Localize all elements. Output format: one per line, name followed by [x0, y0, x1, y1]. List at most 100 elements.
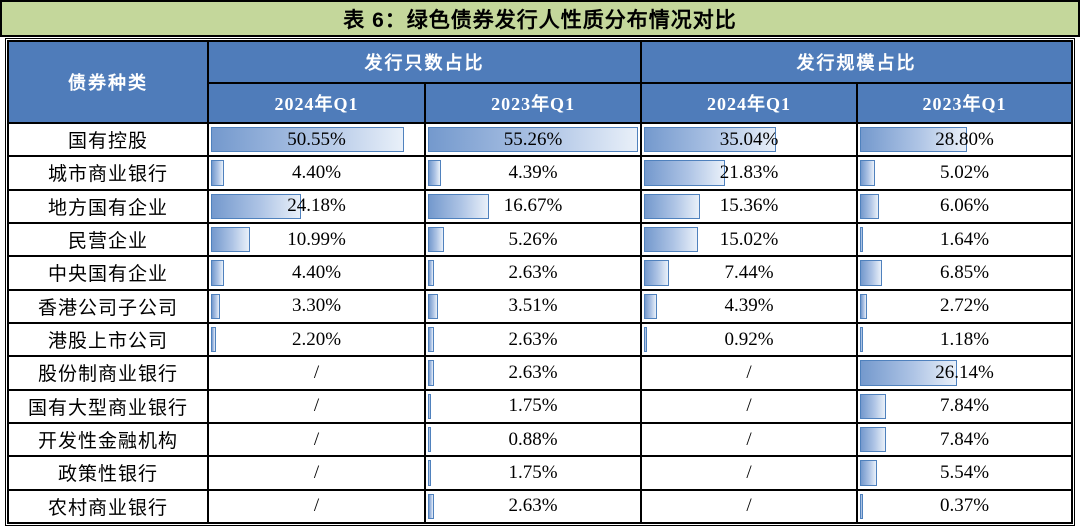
- value-text: 4.39%: [724, 295, 774, 317]
- value-cell: 4.39%: [640, 288, 859, 324]
- table-row: 城市商业银行 4.40% 4.39% 21.83% 5.02%: [6, 155, 1073, 191]
- row-label: 股份制商业银行: [6, 355, 210, 391]
- table-row: 民营企业 10.99% 5.26% 15.02% 1.64%: [6, 221, 1073, 258]
- table-row: 开发性金融机构 / 0.88% / 7.84%: [6, 421, 1073, 458]
- row-label: 地方国有企业: [6, 188, 210, 224]
- value-cell: 1.64%: [856, 221, 1073, 258]
- value-cell: 4.40%: [207, 255, 427, 291]
- value-cell: 2.20%: [207, 321, 427, 358]
- table-outer-border: 债券种类 发行只数占比 发行规模占比 2024年Q1 2023年Q1 2024年…: [5, 38, 1075, 526]
- value-text: 10.99%: [287, 228, 346, 250]
- value-cell: /: [207, 455, 427, 491]
- value-text: 3.30%: [292, 295, 342, 317]
- value-cell: 1.75%: [424, 455, 643, 491]
- value-cell: 15.02%: [640, 221, 859, 258]
- bond-issuer-table: 债券种类 发行只数占比 发行规模占比 2024年Q1 2023年Q1 2024年…: [6, 40, 1073, 525]
- missing-value: /: [746, 461, 752, 483]
- value-cell: 4.39%: [424, 155, 643, 191]
- row-label: 国有大型商业银行: [6, 388, 210, 424]
- value-cell: 2.63%: [424, 321, 643, 358]
- value-cell: 26.14%: [856, 355, 1073, 391]
- missing-value: /: [313, 395, 320, 417]
- data-bar: [211, 226, 250, 253]
- value-cell: 2.63%: [424, 488, 643, 525]
- value-cell: 4.40%: [207, 155, 427, 191]
- data-bar: [211, 260, 225, 286]
- value-text: 7.44%: [724, 261, 774, 283]
- value-text: 28.80%: [935, 128, 994, 150]
- data-bar: [428, 426, 431, 453]
- value-text: 2.63%: [508, 495, 558, 517]
- value-cell: /: [207, 355, 427, 391]
- value-cell: /: [207, 388, 427, 424]
- subheader-count-2023q1: 2023年Q1: [424, 82, 643, 124]
- missing-value: /: [313, 495, 320, 517]
- row-label: 中央国有企业: [6, 255, 210, 291]
- value-cell: 2.63%: [424, 255, 643, 291]
- subheader-scale-2024q1: 2024年Q1: [640, 82, 859, 124]
- value-text: 0.92%: [724, 328, 774, 350]
- table-row: 股份制商业银行 / 2.63% / 26.14%: [6, 355, 1073, 391]
- value-text: 6.85%: [939, 261, 990, 283]
- table-header: 债券种类 发行只数占比 发行规模占比 2024年Q1 2023年Q1 2024年…: [6, 40, 1073, 124]
- data-bar: [860, 326, 863, 353]
- value-text: 5.54%: [939, 461, 990, 483]
- table-row: 国有控股 50.55% 55.26% 35.04% 28.80%: [6, 121, 1073, 158]
- data-bar: [428, 160, 442, 186]
- column-header-bond-type: 债券种类: [6, 40, 210, 124]
- data-bar: [428, 226, 445, 253]
- data-bar: [211, 326, 216, 353]
- table-row: 地方国有企业 24.18% 16.67% 15.36% 6.06%: [6, 188, 1073, 224]
- missing-value: /: [746, 395, 752, 417]
- data-bar: [644, 193, 700, 219]
- value-cell: 0.37%: [856, 488, 1073, 525]
- row-label: 开发性金融机构: [6, 421, 210, 458]
- missing-value: /: [313, 428, 320, 450]
- table-body: 国有控股 50.55% 55.26% 35.04% 28.80% 城市商业银行 4.40% 4…: [6, 121, 1073, 525]
- value-text: 5.02%: [939, 161, 990, 183]
- value-cell: /: [640, 388, 859, 424]
- data-bar: [428, 393, 431, 419]
- data-bar: [644, 293, 658, 319]
- value-cell: /: [640, 455, 859, 491]
- value-text: 50.55%: [287, 128, 346, 150]
- data-bar: [211, 193, 302, 219]
- value-cell: 7.84%: [856, 421, 1073, 458]
- table-row: 中央国有企业 4.40% 2.63% 7.44% 6.85%: [6, 255, 1073, 291]
- data-bar: [211, 160, 225, 186]
- value-text: 3.51%: [508, 295, 558, 317]
- value-text: 24.18%: [287, 195, 346, 217]
- data-bar: [644, 226, 699, 253]
- missing-value: /: [313, 461, 320, 483]
- value-text: 16.67%: [503, 195, 563, 217]
- value-text: 0.88%: [508, 428, 558, 450]
- value-text: 21.83%: [719, 161, 779, 183]
- data-bar: [428, 293, 438, 319]
- value-cell: 21.83%: [640, 155, 859, 191]
- data-bar: [860, 293, 867, 319]
- data-bar: [860, 460, 878, 486]
- value-cell: 3.30%: [207, 288, 427, 324]
- subheader-scale-2023q1: 2023年Q1: [856, 82, 1073, 124]
- missing-value: /: [746, 428, 752, 450]
- value-cell: 28.80%: [856, 121, 1073, 158]
- data-bar: [860, 393, 887, 419]
- value-text: 55.26%: [503, 128, 563, 150]
- value-text: 0.37%: [939, 495, 990, 517]
- value-text: 2.63%: [508, 361, 558, 383]
- row-label: 政策性银行: [6, 455, 210, 491]
- group-header-issue-scale-share: 发行规模占比: [640, 40, 1073, 84]
- value-cell: /: [207, 488, 427, 525]
- value-cell: 0.92%: [640, 321, 859, 358]
- value-cell: 35.04%: [640, 121, 859, 158]
- value-cell: 24.18%: [207, 188, 427, 224]
- group-header-issue-count-share: 发行只数占比: [207, 40, 643, 84]
- value-cell: 2.72%: [856, 288, 1073, 324]
- row-label: 农村商业银行: [6, 488, 210, 525]
- subheader-count-2024q1: 2024年Q1: [207, 82, 427, 124]
- value-cell: /: [640, 421, 859, 458]
- data-bar: [211, 293, 220, 319]
- data-bar: [644, 160, 725, 186]
- data-bar: [428, 493, 435, 519]
- value-text: 2.63%: [508, 328, 558, 350]
